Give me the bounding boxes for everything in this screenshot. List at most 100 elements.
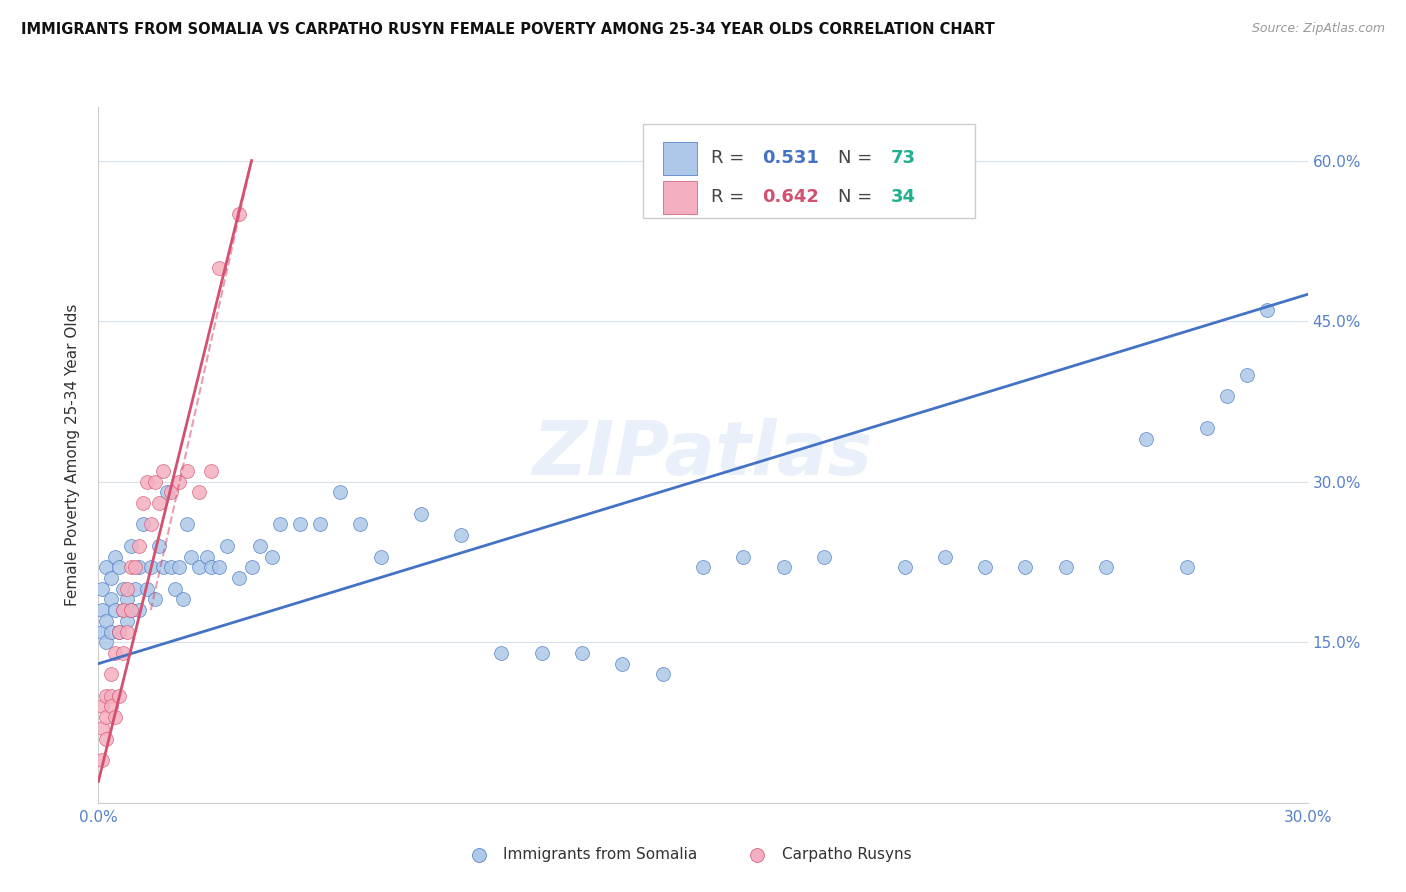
Point xyxy=(176,517,198,532)
Point xyxy=(1014,560,1036,574)
Point xyxy=(249,539,271,553)
Text: N =: N = xyxy=(838,149,879,168)
Point xyxy=(103,646,125,660)
Point xyxy=(692,560,714,574)
Point xyxy=(132,517,155,532)
Point xyxy=(135,475,157,489)
Text: Immigrants from Somalia: Immigrants from Somalia xyxy=(503,847,697,863)
Point xyxy=(813,549,835,564)
Point xyxy=(96,560,118,574)
Point xyxy=(288,517,311,532)
Point xyxy=(124,582,146,596)
Point xyxy=(103,549,125,564)
Point xyxy=(115,592,138,607)
Point xyxy=(128,560,150,574)
Point xyxy=(96,614,118,628)
Bar xyxy=(664,142,697,175)
Point xyxy=(148,496,170,510)
Point xyxy=(120,603,142,617)
Point xyxy=(100,592,122,607)
Point xyxy=(1195,421,1218,435)
Point xyxy=(115,582,138,596)
Point xyxy=(1095,560,1118,574)
Point xyxy=(100,699,122,714)
Y-axis label: Female Poverty Among 25-34 Year Olds: Female Poverty Among 25-34 Year Olds xyxy=(65,304,80,606)
Point xyxy=(124,560,146,574)
Text: Source: ZipAtlas.com: Source: ZipAtlas.com xyxy=(1251,22,1385,36)
Point xyxy=(91,721,114,735)
Point xyxy=(733,549,755,564)
Point xyxy=(128,603,150,617)
Point xyxy=(934,549,956,564)
Point xyxy=(450,528,472,542)
Point xyxy=(120,539,142,553)
Point xyxy=(103,603,125,617)
Point xyxy=(163,582,186,596)
Text: R =: R = xyxy=(711,149,751,168)
Point xyxy=(349,517,371,532)
Point xyxy=(107,624,129,639)
Point xyxy=(160,485,183,500)
Point xyxy=(195,549,218,564)
Point xyxy=(115,624,138,639)
Point xyxy=(188,560,211,574)
Point xyxy=(1236,368,1258,382)
Text: ZIPatlas: ZIPatlas xyxy=(533,418,873,491)
Point xyxy=(100,571,122,585)
Point xyxy=(120,560,142,574)
Point xyxy=(103,710,125,724)
Text: R =: R = xyxy=(711,188,751,206)
Point xyxy=(772,560,794,574)
Bar xyxy=(664,181,697,214)
Text: 73: 73 xyxy=(890,149,915,168)
Point xyxy=(240,560,263,574)
Point xyxy=(172,592,194,607)
Point xyxy=(96,731,118,746)
Point xyxy=(96,710,118,724)
Point xyxy=(148,539,170,553)
Point xyxy=(1357,876,1379,890)
Point xyxy=(91,624,114,639)
Point xyxy=(1175,560,1198,574)
Text: Carpatho Rusyns: Carpatho Rusyns xyxy=(782,847,911,863)
Point xyxy=(309,517,332,532)
Point xyxy=(139,560,162,574)
Point xyxy=(200,560,222,574)
Point xyxy=(180,549,202,564)
Text: IMMIGRANTS FROM SOMALIA VS CARPATHO RUSYN FEMALE POVERTY AMONG 25-34 YEAR OLDS C: IMMIGRANTS FROM SOMALIA VS CARPATHO RUSY… xyxy=(21,22,995,37)
Point xyxy=(974,560,997,574)
Point xyxy=(370,549,392,564)
Point xyxy=(200,464,222,478)
Point xyxy=(651,667,673,681)
Point xyxy=(491,646,513,660)
Text: 0.531: 0.531 xyxy=(762,149,820,168)
Point xyxy=(100,624,122,639)
Point xyxy=(1216,389,1239,403)
Point xyxy=(111,646,134,660)
Point xyxy=(107,624,129,639)
Point xyxy=(269,517,291,532)
Point xyxy=(115,614,138,628)
Point xyxy=(1256,303,1278,318)
Text: 0.642: 0.642 xyxy=(762,188,820,206)
Point xyxy=(91,699,114,714)
Point xyxy=(91,582,114,596)
Point xyxy=(143,475,166,489)
Point xyxy=(188,485,211,500)
Point xyxy=(167,560,190,574)
Point xyxy=(91,603,114,617)
Point xyxy=(160,560,183,574)
Point xyxy=(120,603,142,617)
Text: N =: N = xyxy=(838,188,879,206)
Text: 34: 34 xyxy=(890,188,915,206)
Point xyxy=(100,689,122,703)
Point xyxy=(107,689,129,703)
Point xyxy=(100,667,122,681)
Point xyxy=(111,582,134,596)
Point xyxy=(217,539,239,553)
Point xyxy=(329,485,352,500)
Point xyxy=(96,689,118,703)
Point xyxy=(132,496,155,510)
FancyBboxPatch shape xyxy=(643,124,976,219)
Point xyxy=(228,207,250,221)
